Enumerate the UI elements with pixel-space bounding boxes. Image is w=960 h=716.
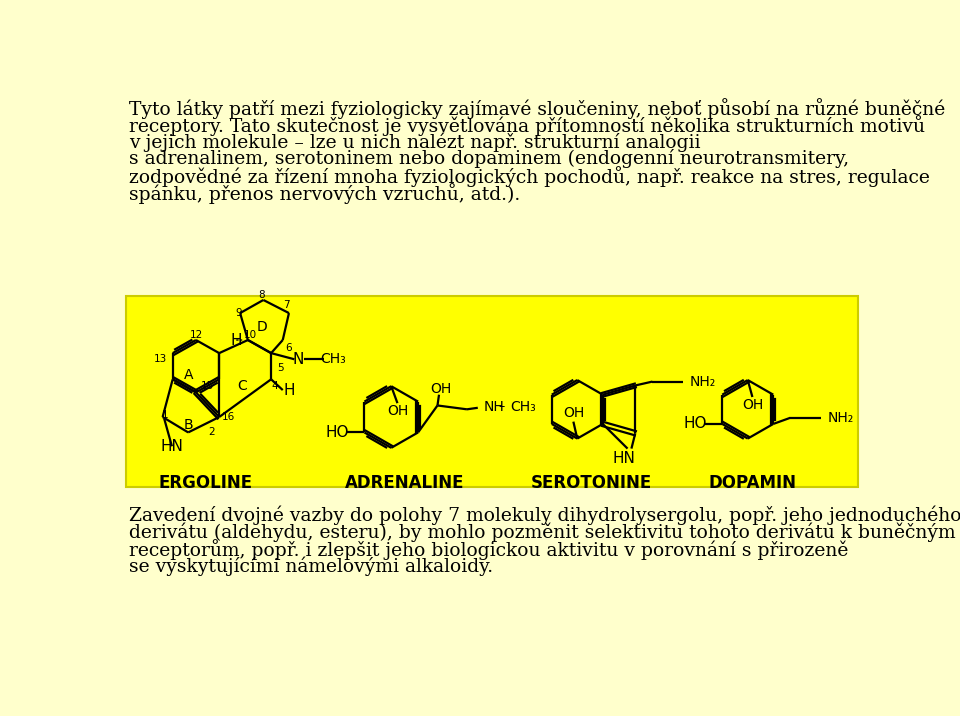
Text: 8: 8 [258, 291, 265, 300]
Text: SEROTONINE: SEROTONINE [531, 474, 652, 492]
Text: ERGOLINE: ERGOLINE [158, 474, 252, 492]
Text: HN: HN [160, 439, 183, 454]
Text: N: N [293, 352, 304, 367]
Text: se vyskytujícími námelovými alkaloidy.: se vyskytujícími námelovými alkaloidy. [130, 556, 493, 576]
Text: zodpovědné za řízení mnoha fyziologických pochodů, např. reakce na stres, regula: zodpovědné za řízení mnoha fyziologickýc… [130, 166, 930, 187]
Text: D: D [256, 320, 267, 334]
Text: v jejich molekule – lze u nich nalézt např. strukturní analogii: v jejich molekule – lze u nich nalézt na… [130, 132, 701, 152]
Text: A: A [183, 368, 193, 382]
Text: 16: 16 [222, 412, 235, 422]
Text: H: H [230, 332, 242, 347]
Text: 7: 7 [283, 301, 290, 310]
Text: ADRENALINE: ADRENALINE [345, 474, 465, 492]
Text: HO: HO [325, 425, 349, 440]
Text: C: C [237, 379, 248, 393]
Text: OH: OH [742, 397, 763, 412]
Text: 10: 10 [244, 329, 256, 339]
Text: 4: 4 [272, 381, 278, 391]
Text: HO: HO [684, 417, 707, 432]
Text: 1: 1 [161, 410, 168, 420]
Text: 12: 12 [189, 329, 203, 339]
Text: OH: OH [563, 406, 584, 420]
Text: HN: HN [612, 451, 636, 466]
Text: 13: 13 [154, 354, 167, 364]
Text: NH₂: NH₂ [689, 374, 716, 389]
Text: receptory. Tato skutečnost je vysvětlována přítomností několika strukturních mot: receptory. Tato skutečnost je vysvětlová… [130, 115, 925, 136]
Text: 15: 15 [201, 381, 214, 391]
Text: OH: OH [431, 382, 452, 395]
Text: Tyto látky patří mezi fyziologicky zajímavé sloučeniny, neboť působí na různé bu: Tyto látky patří mezi fyziologicky zajím… [130, 98, 946, 119]
Text: spánku, přenos nervových vzruchů, atd.).: spánku, přenos nervových vzruchů, atd.). [130, 183, 520, 204]
Text: Zavedení dvojné vazby do polohy 7 molekuly dihydrolysergolu, popř. jeho jednoduc: Zavedení dvojné vazby do polohy 7 moleku… [130, 505, 960, 525]
Text: DOPAMIN: DOPAMIN [709, 474, 797, 492]
Text: NH₂: NH₂ [828, 411, 853, 425]
Text: OH: OH [387, 404, 408, 418]
Text: CH₃: CH₃ [511, 400, 536, 414]
Text: B: B [183, 417, 193, 432]
Text: 5: 5 [277, 363, 284, 373]
Text: –: – [498, 400, 505, 414]
FancyBboxPatch shape [126, 296, 858, 487]
Text: 2: 2 [208, 427, 215, 437]
Text: NH: NH [484, 400, 505, 414]
Text: s adrenalinem, serotoninem nebo dopaminem (endogenní neurotransmitery,: s adrenalinem, serotoninem nebo dopamine… [130, 149, 850, 168]
Text: 6: 6 [286, 343, 292, 353]
Text: CH₃: CH₃ [321, 352, 346, 367]
Text: 9: 9 [235, 308, 242, 318]
Text: H: H [283, 382, 295, 397]
Text: receptorům, popř. i zlepšit jeho biologickou aktivitu v porovnání s přirozeně: receptorům, popř. i zlepšit jeho biologi… [130, 539, 849, 561]
Text: derivátu (aldehydu, esteru), by mohlo pozměnit selektivitu tohoto derivátu k bun: derivátu (aldehydu, esteru), by mohlo po… [130, 523, 956, 542]
